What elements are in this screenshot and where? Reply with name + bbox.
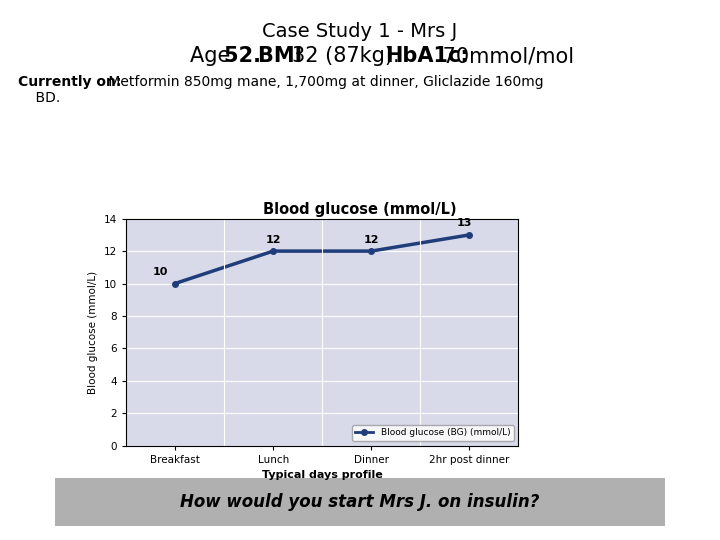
Text: Blood glucose (mmol/L): Blood glucose (mmol/L) <box>264 202 456 217</box>
Text: 52.: 52. <box>224 46 269 66</box>
Text: Metformin 850mg mane, 1,700mg at dinner, Gliclazide 160mg: Metformin 850mg mane, 1,700mg at dinner,… <box>104 75 544 89</box>
Text: 12: 12 <box>266 234 281 245</box>
Text: 13: 13 <box>456 218 472 228</box>
Text: Currently on:: Currently on: <box>18 75 122 89</box>
Text: How would you start Mrs J. on insulin?: How would you start Mrs J. on insulin? <box>180 493 540 511</box>
FancyBboxPatch shape <box>55 478 665 526</box>
Y-axis label: Blood glucose (mmol/L): Blood glucose (mmol/L) <box>88 271 98 394</box>
Text: BD.: BD. <box>18 91 60 105</box>
Legend: Blood glucose (BG) (mmol/L): Blood glucose (BG) (mmol/L) <box>352 425 514 441</box>
Text: BMI: BMI <box>258 46 310 66</box>
X-axis label: Typical days profile: Typical days profile <box>262 470 382 480</box>
Text: 70mmol/mol: 70mmol/mol <box>436 46 575 66</box>
Text: Case Study 1 - Mrs J: Case Study 1 - Mrs J <box>262 22 458 41</box>
Text: 10: 10 <box>153 267 168 277</box>
Text: HbA1c:: HbA1c: <box>385 46 469 66</box>
Text: 12: 12 <box>364 234 379 245</box>
Text: 32 (87kg).: 32 (87kg). <box>292 46 406 66</box>
Text: Age: Age <box>190 46 237 66</box>
